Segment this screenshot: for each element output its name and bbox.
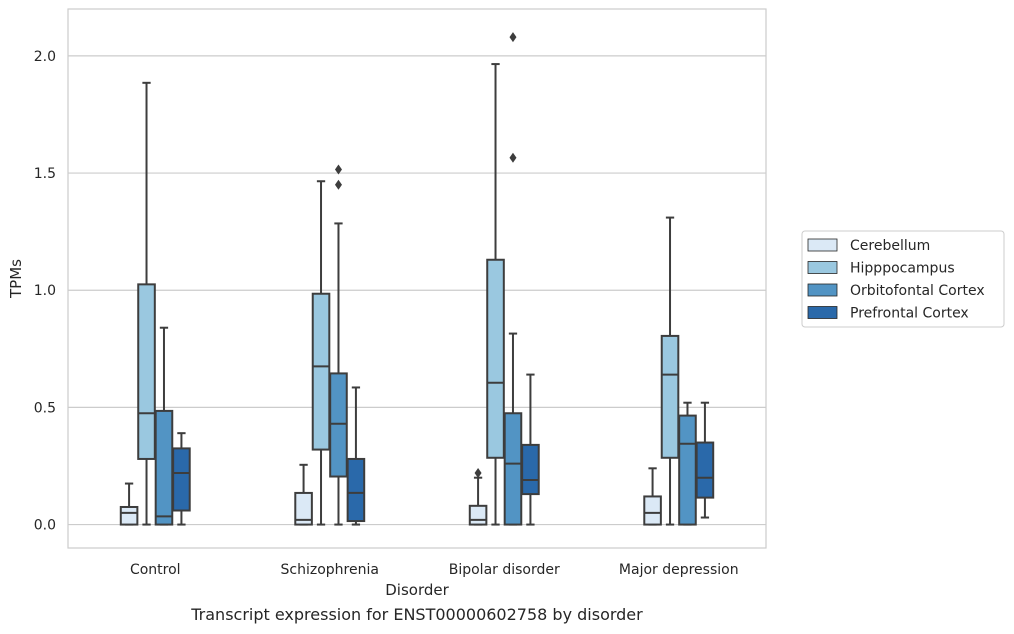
y-tick-label: 0.5 [34,400,56,416]
box [486,258,505,459]
box-group [119,482,139,526]
legend-label: Hipppocampus [850,261,955,277]
outlier-marker [509,152,517,163]
box-group [294,463,313,526]
box [311,292,331,451]
box-group [521,373,540,526]
legend-swatch [807,261,838,274]
legend-item: Cerebellum [807,238,930,254]
legend: Cerebellum Hipppocampus Orbitofontal Corte… [801,230,1005,328]
y-tick-label: 1.5 [34,166,56,182]
figure-caption: Transcript expression for ENST0000060275… [191,605,643,624]
outlier-marker [509,32,517,43]
box-group [329,164,348,526]
box-groups [119,32,715,526]
legend-frame [801,230,1005,328]
box [329,372,348,478]
legend-swatch [807,238,838,252]
box [660,334,680,459]
box [643,495,662,526]
box-group [486,63,505,526]
x-tick-labels: Control Schizophrenia Bipolar disorder Majo… [130,562,739,578]
x-tick-label: Schizophrenia [281,562,379,578]
y-axis-label: TPMs [7,259,25,299]
x-tick-label: Control [130,562,181,578]
box [695,441,715,499]
outlier-marker [334,164,342,175]
y-tick-label: 2.0 [34,49,56,65]
box-group [695,401,715,519]
box-group [643,467,662,526]
box [503,412,523,526]
box [346,457,366,523]
legend-label: Orbitofontal Cortex [850,283,985,299]
box-group [503,32,523,526]
box [154,409,174,526]
x-tick-label: Major depression [619,562,739,578]
y-tick-labels: 0.0 0.5 1.0 1.5 2.0 [34,49,56,534]
x-axis-label: Disorder [385,581,449,599]
legend-item: Prefrontal Cortex [807,306,969,322]
box-group [346,386,366,526]
box-group [311,180,331,526]
x-tick-label: Bipolar disorder [449,562,560,578]
box-group [660,216,680,526]
box-group [137,81,156,526]
box-group [678,401,697,526]
box [172,447,191,512]
box-group [468,468,488,526]
legend-item: Orbitofontal Cortex [807,283,985,299]
y-tick-label: 1.0 [34,283,56,299]
box [678,414,697,526]
box [137,283,156,460]
outlier-marker [474,468,482,479]
box [521,443,540,496]
legend-label: Cerebellum [850,238,930,254]
legend-label: Prefrontal Cortex [850,306,969,322]
legend-swatch [807,283,838,297]
box-group [172,432,191,526]
legend-item: Hipppocampus [807,261,955,277]
box-group [154,326,174,526]
outlier-marker [334,179,342,190]
plot-frame [67,8,767,549]
box [468,504,488,526]
y-tick-label: 0.0 [34,518,56,534]
box [294,491,313,526]
box [119,505,139,526]
legend-swatch [807,306,838,319]
